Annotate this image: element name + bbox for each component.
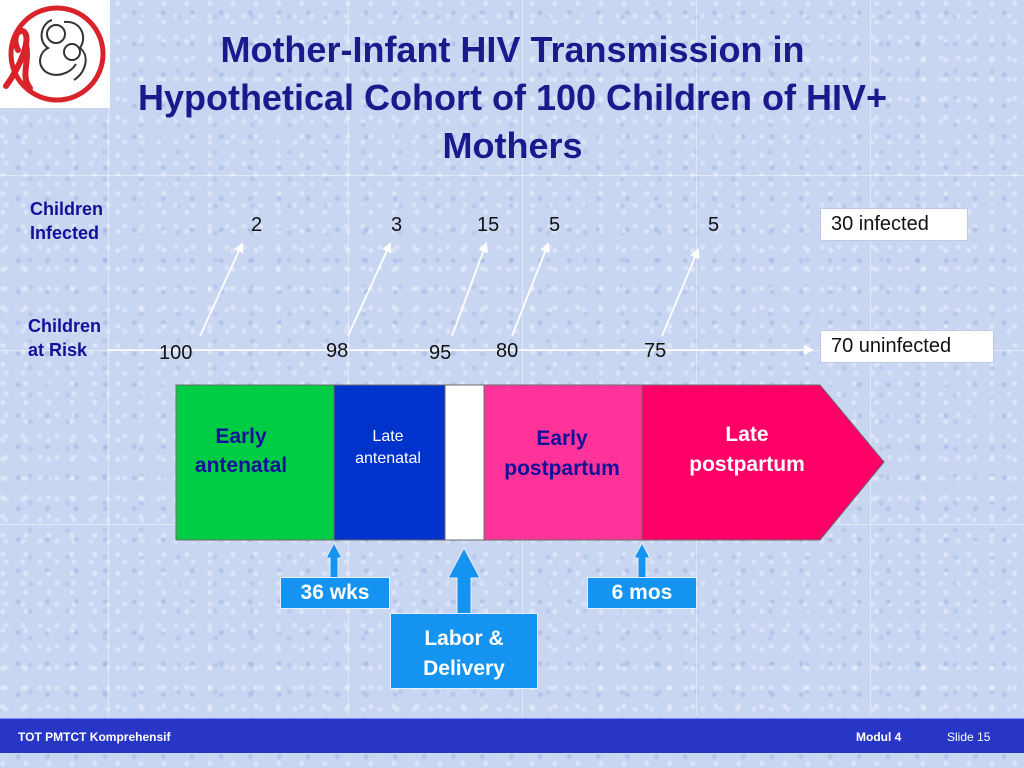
module-label: Modul 4 <box>856 730 902 744</box>
labor-pointer <box>447 546 481 615</box>
phase-label-line: Late <box>372 428 404 445</box>
infected-count: 5 <box>549 214 561 236</box>
late-antenatal-label: Late antenatal <box>334 426 442 470</box>
infected-count: 15 <box>477 214 500 236</box>
6-months-callout: 6 mos <box>587 577 697 609</box>
title-line: Mothers <box>442 125 583 166</box>
at-risk-count: 98 <box>326 340 349 362</box>
footer-bar: TOT PMTCT Komprehensif Modul 4 Slide 15 <box>0 718 1024 753</box>
infection-arrow <box>451 242 488 337</box>
background-gridline <box>108 0 109 716</box>
callout-line: Labor & <box>424 627 504 650</box>
late-postpartum-label: Late postpartum <box>672 420 822 480</box>
slide-number: Slide 15 <box>947 730 991 744</box>
background-gridline <box>348 0 349 716</box>
timeline-bar <box>175 384 885 615</box>
row-label-line: at Risk <box>28 340 88 360</box>
36wks-pointer <box>325 541 343 579</box>
infection-arrow <box>661 248 700 337</box>
infection-arrow <box>199 242 244 337</box>
children-infected-label: Children Infected <box>30 197 103 245</box>
mother-child-ribbon-logo <box>0 0 110 108</box>
infection-arrow <box>347 242 392 337</box>
phase-label-line: antenatal <box>194 454 288 477</box>
title-line: Mother-Infant HIV Transmission in <box>220 29 805 70</box>
row-label-line: Infected <box>30 223 100 243</box>
phase-label-line: Late <box>725 423 769 446</box>
phase-label-line: antenatal <box>355 450 421 467</box>
late-antenatal-segment <box>333 384 446 541</box>
infected-count: 3 <box>391 214 403 236</box>
early-antenatal-label: Early antenatal <box>176 422 306 480</box>
title-line: Hypothetical Cohort of 100 Children of H… <box>137 77 888 118</box>
at-risk-count: 80 <box>496 340 519 362</box>
children-at-risk-label: Children at Risk <box>28 314 101 362</box>
infected-count: 5 <box>708 214 720 236</box>
phase-label-line: postpartum <box>504 457 620 480</box>
row-label-line: Children <box>28 316 102 336</box>
course-name: TOT PMTCT Komprehensif <box>18 730 171 744</box>
row-label-line: Children <box>30 199 104 219</box>
labor-delivery-segment <box>444 384 485 541</box>
slide-title: Mother-Infant HIV Transmission in Hypoth… <box>40 26 985 170</box>
infected-count: 2 <box>251 214 263 236</box>
late-postpartum-segment <box>641 384 885 541</box>
uninfected-total-box: 70 uninfected <box>820 330 994 363</box>
callout-line: Delivery <box>423 657 505 680</box>
at-risk-count: 75 <box>644 340 667 362</box>
early-antenatal-segment <box>175 384 335 541</box>
background-gridline <box>0 175 1024 176</box>
phase-label-line: Early <box>536 427 588 450</box>
transmission-arrows <box>108 242 814 355</box>
at-risk-count: 100 <box>159 342 193 364</box>
at-risk-count: 95 <box>429 342 452 364</box>
labor-delivery-callout: Labor & Delivery <box>390 613 538 689</box>
infection-arrow <box>511 242 550 337</box>
infected-total-box: 30 infected <box>820 208 968 241</box>
6mos-pointer <box>633 541 651 579</box>
early-postpartum-segment <box>483 384 643 541</box>
phase-label-line: Early <box>215 425 267 448</box>
background-gridline <box>696 0 697 716</box>
phase-label-line: postpartum <box>689 453 805 476</box>
background-gridline <box>522 0 523 716</box>
36-weeks-callout: 36 wks <box>280 577 390 609</box>
early-postpartum-label: Early postpartum <box>486 424 638 484</box>
